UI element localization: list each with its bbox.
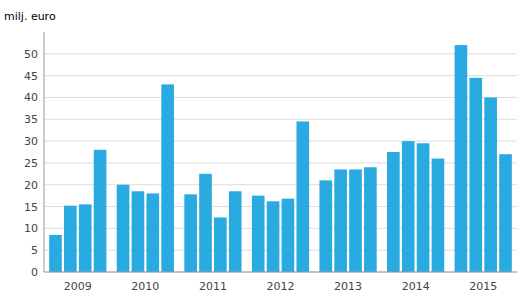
x-tick-label: 2014 (402, 280, 430, 293)
y-axis-line (44, 32, 45, 272)
bars (49, 45, 512, 272)
y-axis-label: milj. euro (4, 10, 56, 23)
bar (364, 167, 377, 272)
chart-container: 05101520253035404550milj. euro2009201020… (0, 0, 529, 302)
bar (484, 97, 497, 272)
grid-line (44, 206, 517, 207)
bar (469, 78, 482, 272)
grid-line (44, 53, 517, 54)
chart-svg: 05101520253035404550milj. euro2009201020… (0, 0, 529, 302)
y-tick-label: 30 (24, 135, 38, 148)
bar (117, 185, 130, 272)
y-tick-label: 45 (24, 70, 38, 83)
bar (432, 159, 445, 272)
grid-line (44, 141, 517, 142)
grid-line (44, 97, 517, 98)
bar (161, 84, 174, 272)
bar (334, 169, 347, 272)
grid-line (44, 75, 517, 76)
bar (132, 191, 145, 272)
bar (199, 174, 212, 272)
y-tick-label: 0 (31, 266, 38, 279)
y-tick-label: 20 (24, 179, 38, 192)
x-tick-label: 2013 (334, 280, 362, 293)
bar (184, 194, 197, 272)
y-axis: 0 5 10 15 20 25 30 35 40 45 50 (24, 32, 44, 279)
y-tick-label: 25 (24, 157, 38, 170)
y-tick-label: 15 (24, 201, 38, 214)
bar (349, 169, 362, 272)
bar (64, 206, 77, 272)
grid-line (44, 184, 517, 185)
grid-line (44, 162, 517, 163)
grid-line (44, 228, 517, 229)
x-tick-label: 2010 (131, 280, 159, 293)
bar (49, 235, 62, 272)
x-axis: 2009 2010 2011 2012 2013 2014 2015 (44, 272, 517, 293)
bar (252, 196, 265, 272)
grid-line (44, 272, 517, 273)
bar (387, 152, 400, 272)
bar (79, 204, 92, 272)
bar (402, 141, 415, 272)
x-tick-label: 2012 (267, 280, 295, 293)
x-tick-label: 2015 (469, 280, 497, 293)
bar (214, 217, 227, 272)
y-tick-label: 50 (24, 48, 38, 61)
y-tick-label: 40 (24, 91, 38, 104)
grid-line (44, 250, 517, 251)
grid-line (44, 119, 517, 120)
y-tick-label: 5 (31, 244, 38, 257)
bar (94, 150, 107, 272)
y-tick-label: 10 (24, 222, 38, 235)
x-tick-label: 2011 (199, 280, 227, 293)
grid (44, 54, 517, 272)
bar (146, 193, 159, 272)
y-tick-label: 35 (24, 113, 38, 126)
bar (319, 180, 332, 272)
bar (417, 143, 430, 272)
x-tick-label: 2009 (64, 280, 92, 293)
bar (455, 45, 468, 272)
bar (267, 201, 280, 272)
bar (296, 121, 309, 272)
bar (229, 191, 242, 272)
x-axis-line (44, 272, 517, 273)
bar (282, 199, 295, 272)
bar (499, 154, 512, 272)
